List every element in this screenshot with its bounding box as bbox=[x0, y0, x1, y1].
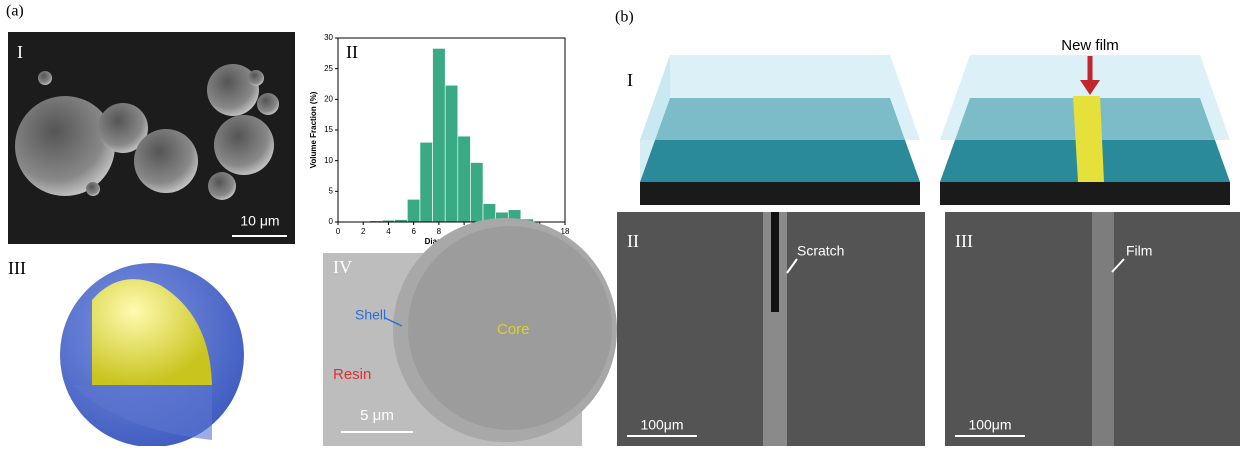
bar bbox=[420, 142, 433, 222]
panel-label: I bbox=[17, 42, 23, 62]
panel-label: II bbox=[346, 42, 358, 62]
y-tick-label: 15 bbox=[324, 125, 333, 134]
y-tick-label: 10 bbox=[324, 156, 333, 165]
x-tick-label: 4 bbox=[386, 227, 391, 236]
y-axis-label: Volume Fraction (%) bbox=[309, 91, 318, 168]
x-tick-label: 2 bbox=[361, 227, 366, 236]
y-tick-label: 5 bbox=[329, 186, 334, 195]
bar bbox=[458, 136, 471, 222]
resin-label: Resin bbox=[333, 366, 371, 383]
histogram: 051015202530024681012141618Diameter (μm)… bbox=[309, 33, 570, 246]
scale-label: 100μm bbox=[968, 417, 1011, 433]
annotation: New film bbox=[1061, 37, 1119, 54]
panel-label: (a) bbox=[6, 3, 24, 20]
y-tick-label: 0 bbox=[329, 217, 334, 226]
panel-label: III bbox=[8, 258, 26, 278]
panel-label: IV bbox=[333, 257, 352, 277]
coating-schematic bbox=[640, 55, 1230, 205]
annotation: Scratch bbox=[797, 243, 844, 259]
y-tick-label: 30 bbox=[324, 33, 333, 42]
x-tick-label: 8 bbox=[437, 227, 442, 236]
scratch-gap bbox=[771, 212, 779, 312]
scale-label: 100μm bbox=[640, 417, 683, 433]
scale-label: 10 μm bbox=[240, 213, 279, 229]
panel-label: (b) bbox=[615, 9, 634, 26]
y-tick-label: 20 bbox=[324, 94, 333, 103]
panel-label: II bbox=[627, 231, 639, 251]
bar bbox=[445, 85, 458, 222]
bar bbox=[433, 48, 446, 222]
bar bbox=[407, 199, 420, 222]
y-tick-label: 25 bbox=[324, 64, 333, 73]
film bbox=[1092, 212, 1114, 446]
x-tick-label: 0 bbox=[336, 227, 341, 236]
figure: (a) I 10 μm 051015202530024681012141618D… bbox=[0, 0, 1249, 446]
x-tick-label: 6 bbox=[411, 227, 416, 236]
core-label: Core bbox=[497, 321, 530, 338]
panel-label: III bbox=[955, 231, 973, 251]
shell-label: Shell bbox=[355, 307, 386, 323]
bar bbox=[470, 163, 483, 222]
panel-label: I bbox=[627, 70, 633, 90]
scale-label: 5 μm bbox=[360, 407, 394, 424]
annotation: Film bbox=[1126, 243, 1152, 259]
